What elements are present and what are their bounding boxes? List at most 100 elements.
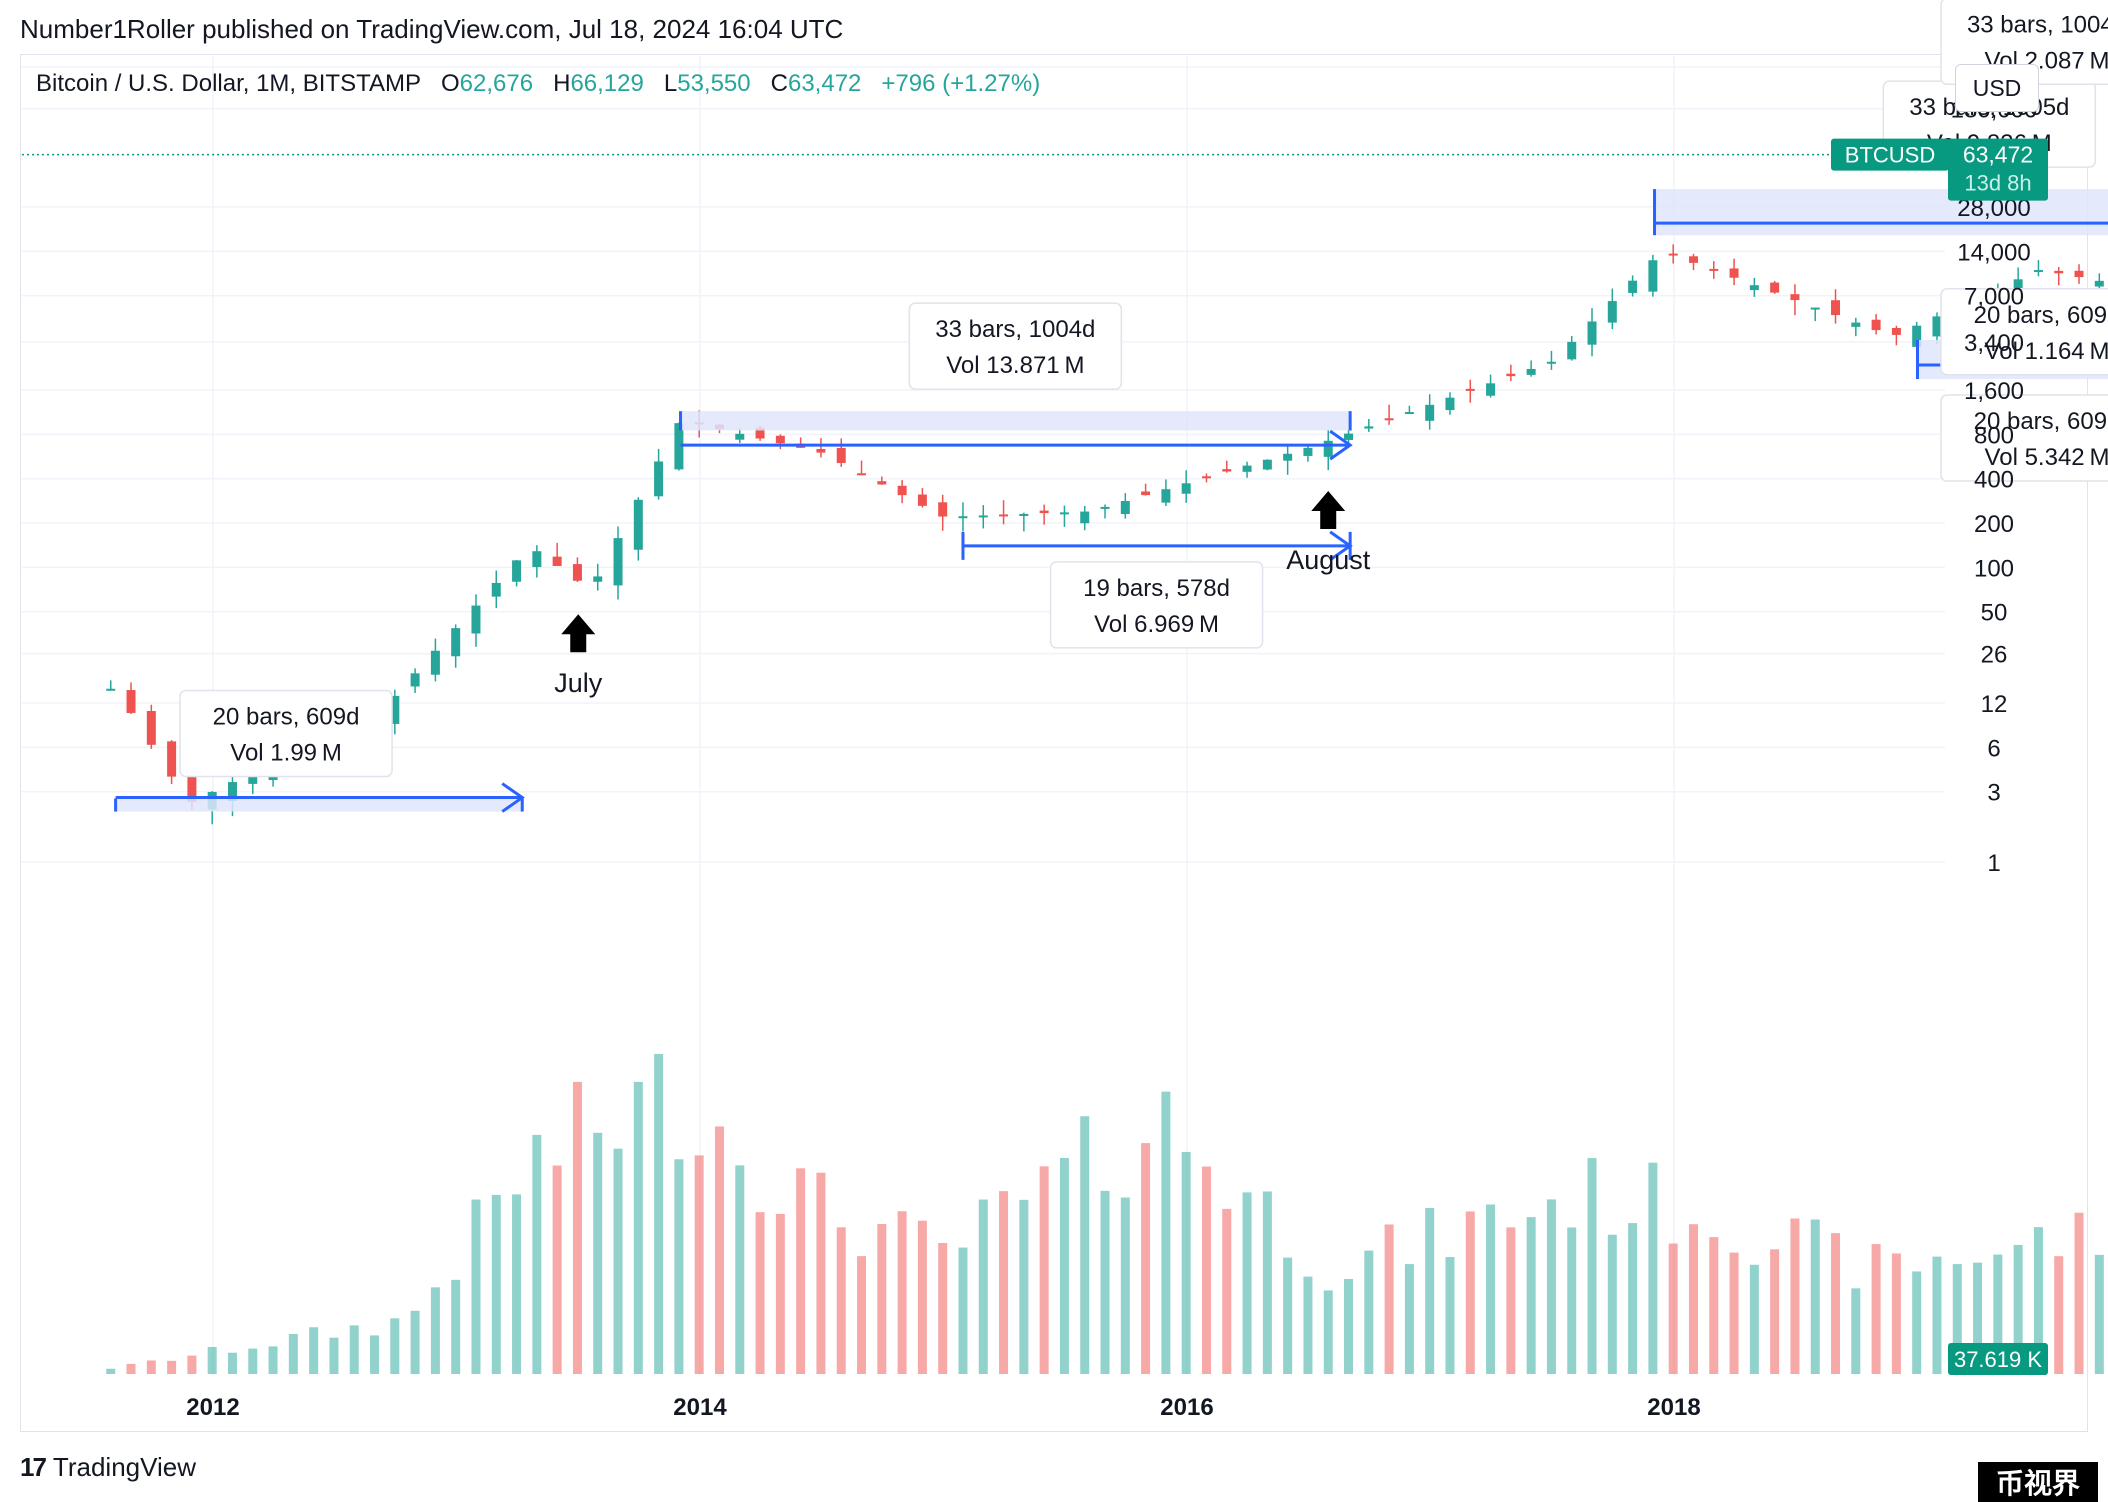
candle-body: [1506, 373, 1516, 377]
volume-bar: [1871, 1244, 1881, 1374]
volume-bar: [167, 1360, 177, 1374]
volume-bar: [430, 1287, 440, 1374]
volume-bar: [2094, 1254, 2104, 1374]
currency-button[interactable]: USD: [1955, 64, 2039, 112]
candle-body: [451, 628, 461, 657]
volume-bar: [633, 1081, 643, 1374]
symbol-legend: Bitcoin / U.S. Dollar, 1M, BITSTAMP O62,…: [36, 70, 1040, 98]
measure-label-card: [1940, 288, 2108, 376]
volume-bar: [1973, 1262, 1983, 1374]
close-value: 63,472: [787, 70, 862, 97]
volume-bar: [1120, 1197, 1130, 1374]
measure-label-card: [1049, 561, 1264, 649]
y-tick-label: 1: [1987, 850, 2000, 877]
candle-body: [1141, 491, 1151, 496]
candle-body: [1688, 256, 1698, 263]
volume-bar: [1790, 1218, 1800, 1374]
chart-frame: [20, 54, 2088, 1432]
open-value: 62,676: [459, 70, 534, 97]
candle-body: [512, 560, 522, 582]
volume-bar: [1506, 1227, 1516, 1374]
volume-bar: [857, 1256, 867, 1374]
candle-body: [227, 782, 237, 802]
candle-body: [491, 582, 501, 597]
symbol-tag-bg: [1831, 138, 1949, 171]
volume-bar: [2054, 1256, 2064, 1374]
candle-body: [2074, 270, 2084, 278]
y-tick-label: 200: [1974, 511, 2014, 538]
measure-box: [680, 411, 1351, 431]
volume-bar: [1932, 1256, 1942, 1374]
volume-bar: [593, 1132, 603, 1374]
candle-body: [1810, 307, 1820, 310]
volume-tag-bg: [1948, 1343, 2048, 1375]
up-arrow-icon: [561, 614, 596, 653]
candle-body: [1404, 412, 1414, 415]
volume-bar: [268, 1346, 278, 1374]
volume-bar: [755, 1212, 765, 1374]
volume-bar: [106, 1368, 116, 1374]
volume-bar: [2074, 1212, 2084, 1374]
measure-box: [115, 798, 523, 812]
volume-bar: [309, 1327, 319, 1374]
x-tick-label: 2012: [186, 1394, 239, 1421]
volume-bar: [1222, 1208, 1232, 1374]
low-key: L: [663, 70, 678, 97]
volume-bar: [938, 1242, 948, 1374]
candle-body: [613, 538, 623, 586]
candle-body: [2013, 279, 2023, 293]
candle-body: [410, 673, 420, 687]
symbol-name[interactable]: Bitcoin / U.S. Dollar, 1M, BITSTAMP: [36, 70, 421, 97]
candle-body: [2094, 280, 2104, 287]
tradingview-brand[interactable]: TradingView: [52, 1452, 196, 1482]
candle-body: [187, 772, 197, 802]
measurement-1: 20 bars, 609d Vol 1.99 M: [114, 689, 525, 813]
volume-bar: [1709, 1237, 1719, 1374]
candle-body: [1891, 327, 1901, 335]
candle-body: [1100, 506, 1110, 509]
candle-body: [654, 461, 664, 497]
candle-body: [1161, 489, 1171, 503]
volume-bar: [126, 1363, 136, 1374]
volume-bar: [1891, 1253, 1901, 1374]
volume-bar: [1283, 1257, 1293, 1374]
volume-bar: [512, 1194, 522, 1374]
annotation-label: August: [1286, 545, 1371, 575]
volume-bar: [978, 1199, 988, 1374]
candle-body: [552, 556, 562, 566]
volume-bars: [106, 1054, 2104, 1374]
candle-body: [1749, 285, 1759, 291]
volume-bar: [1445, 1257, 1455, 1374]
candle-body: [1790, 294, 1800, 301]
volume-bar: [1262, 1191, 1272, 1374]
y-tick-label: 26: [1981, 642, 2008, 669]
volume-bar: [877, 1224, 887, 1374]
y-tick-label: 1,600: [1964, 378, 2024, 405]
tradingview-logo-icon: 17: [20, 1452, 47, 1482]
volume-bar: [1486, 1204, 1496, 1374]
candle-body: [126, 690, 136, 713]
volume-bar: [1546, 1199, 1556, 1374]
candle-body: [958, 516, 968, 519]
candle-body: [1344, 433, 1354, 440]
y-tick-label: 800: [1974, 422, 2014, 449]
volume-bar: [1912, 1271, 1922, 1374]
candle-body: [2054, 270, 2064, 274]
measure-label-volume: Vol 5.342 M: [1985, 444, 2108, 471]
volume-bar: [816, 1172, 826, 1374]
candle-body: [167, 741, 177, 777]
publisher-line: Number1Roller published on TradingView.c…: [20, 14, 844, 44]
y-tick-label: 6: [1987, 735, 2000, 762]
y-tick-label: 7,000: [1964, 284, 2024, 311]
y-tick-label: 100: [1974, 555, 2014, 582]
price-tag: BTCUSD 63,472 13d 8h: [1831, 138, 2048, 201]
volume-bar: [1303, 1276, 1313, 1374]
volume-bar: [410, 1310, 420, 1374]
candle-body: [1181, 483, 1191, 494]
candle-body: [836, 447, 846, 464]
measure-label-bars: 20 bars, 609d: [213, 703, 360, 730]
volume-bar: [1141, 1143, 1151, 1374]
volume-bar: [1100, 1190, 1110, 1374]
volume-bar: [1039, 1166, 1049, 1374]
